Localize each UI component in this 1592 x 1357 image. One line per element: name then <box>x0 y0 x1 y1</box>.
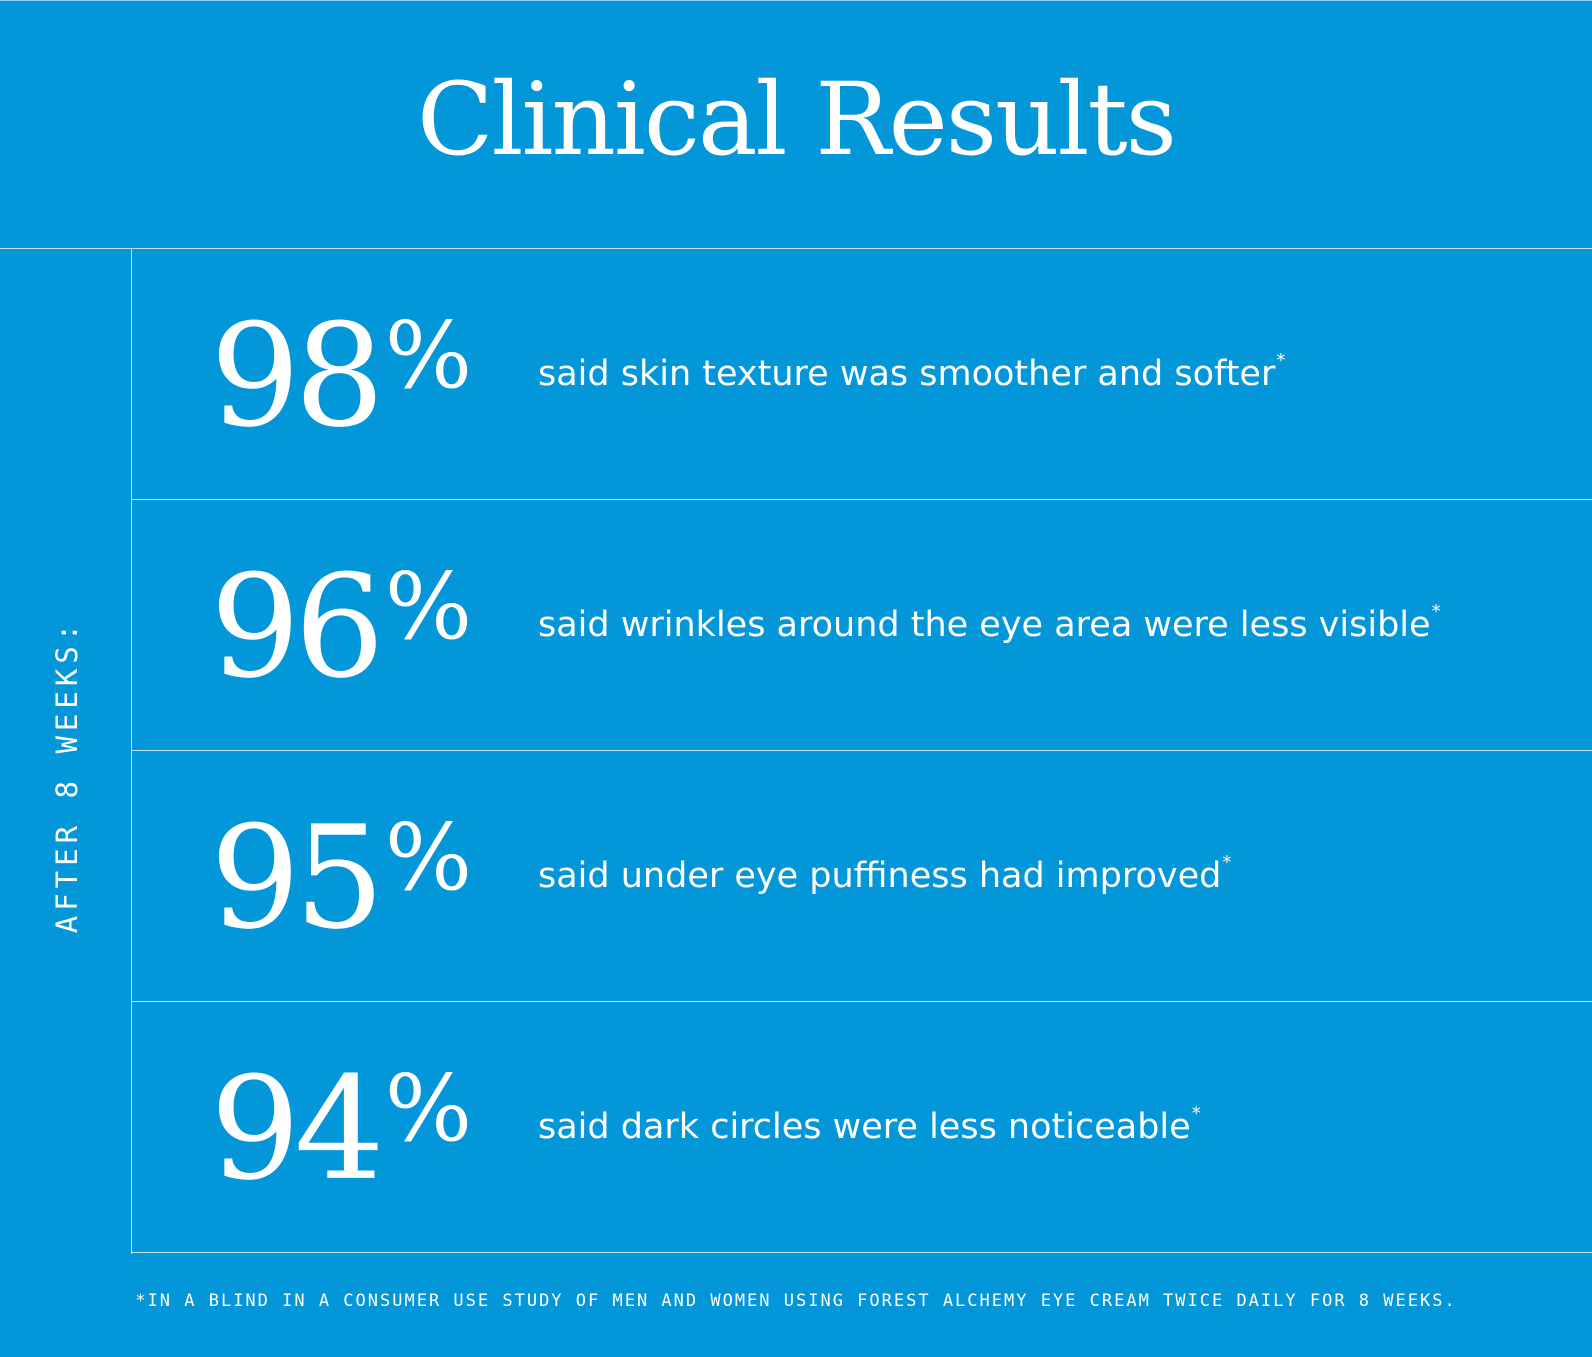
header: Clinical Results <box>0 1 1592 249</box>
result-description: said dark circles were less noticeable* <box>538 1103 1201 1147</box>
result-row: 96 % said wrinkles around the eye area w… <box>132 500 1592 751</box>
result-value: 94 <box>210 1046 385 1212</box>
result-row: 98 % said skin texture was smoother and … <box>132 249 1592 500</box>
footnote: *IN A BLIND IN A CONSUMER USE STUDY OF M… <box>135 1290 1457 1311</box>
footer: *IN A BLIND IN A CONSUMER USE STUDY OF M… <box>0 1255 1592 1357</box>
result-stat: 98 % <box>210 293 473 459</box>
result-text: said dark circles were less noticeable <box>538 1107 1191 1147</box>
side-column <box>0 249 132 1254</box>
page-title: Clinical Results <box>417 61 1177 178</box>
footnote-mark: * <box>1222 852 1232 873</box>
footnote-mark: * <box>1431 601 1441 622</box>
timeframe-label: AFTER 8 WEEKS: <box>50 618 84 934</box>
result-stat: 95 % <box>210 795 473 961</box>
result-description: said wrinkles around the eye area were l… <box>538 601 1441 645</box>
result-text: said under eye puffiness had improved <box>538 856 1222 896</box>
footnote-mark: * <box>1276 350 1286 371</box>
result-value: 96 <box>210 544 385 710</box>
footnote-mark: * <box>1191 1103 1201 1124</box>
result-unit: % <box>384 301 473 409</box>
result-description: said skin texture was smoother and softe… <box>538 350 1285 394</box>
result-unit: % <box>384 803 473 911</box>
result-row: 95 % said under eye puffiness had improv… <box>132 751 1592 1002</box>
result-unit: % <box>384 1054 473 1162</box>
result-row: 94 % said dark circles were less noticea… <box>132 1002 1592 1253</box>
result-text: said wrinkles around the eye area were l… <box>538 605 1431 645</box>
result-value: 95 <box>210 795 385 961</box>
result-stat: 96 % <box>210 544 473 710</box>
result-value: 98 <box>210 293 385 459</box>
results-list: 98 % said skin texture was smoother and … <box>132 249 1592 1254</box>
result-stat: 94 % <box>210 1046 473 1212</box>
result-description: said under eye puffiness had improved* <box>538 852 1231 896</box>
result-text: said skin texture was smoother and softe… <box>538 354 1276 394</box>
result-unit: % <box>384 552 473 660</box>
